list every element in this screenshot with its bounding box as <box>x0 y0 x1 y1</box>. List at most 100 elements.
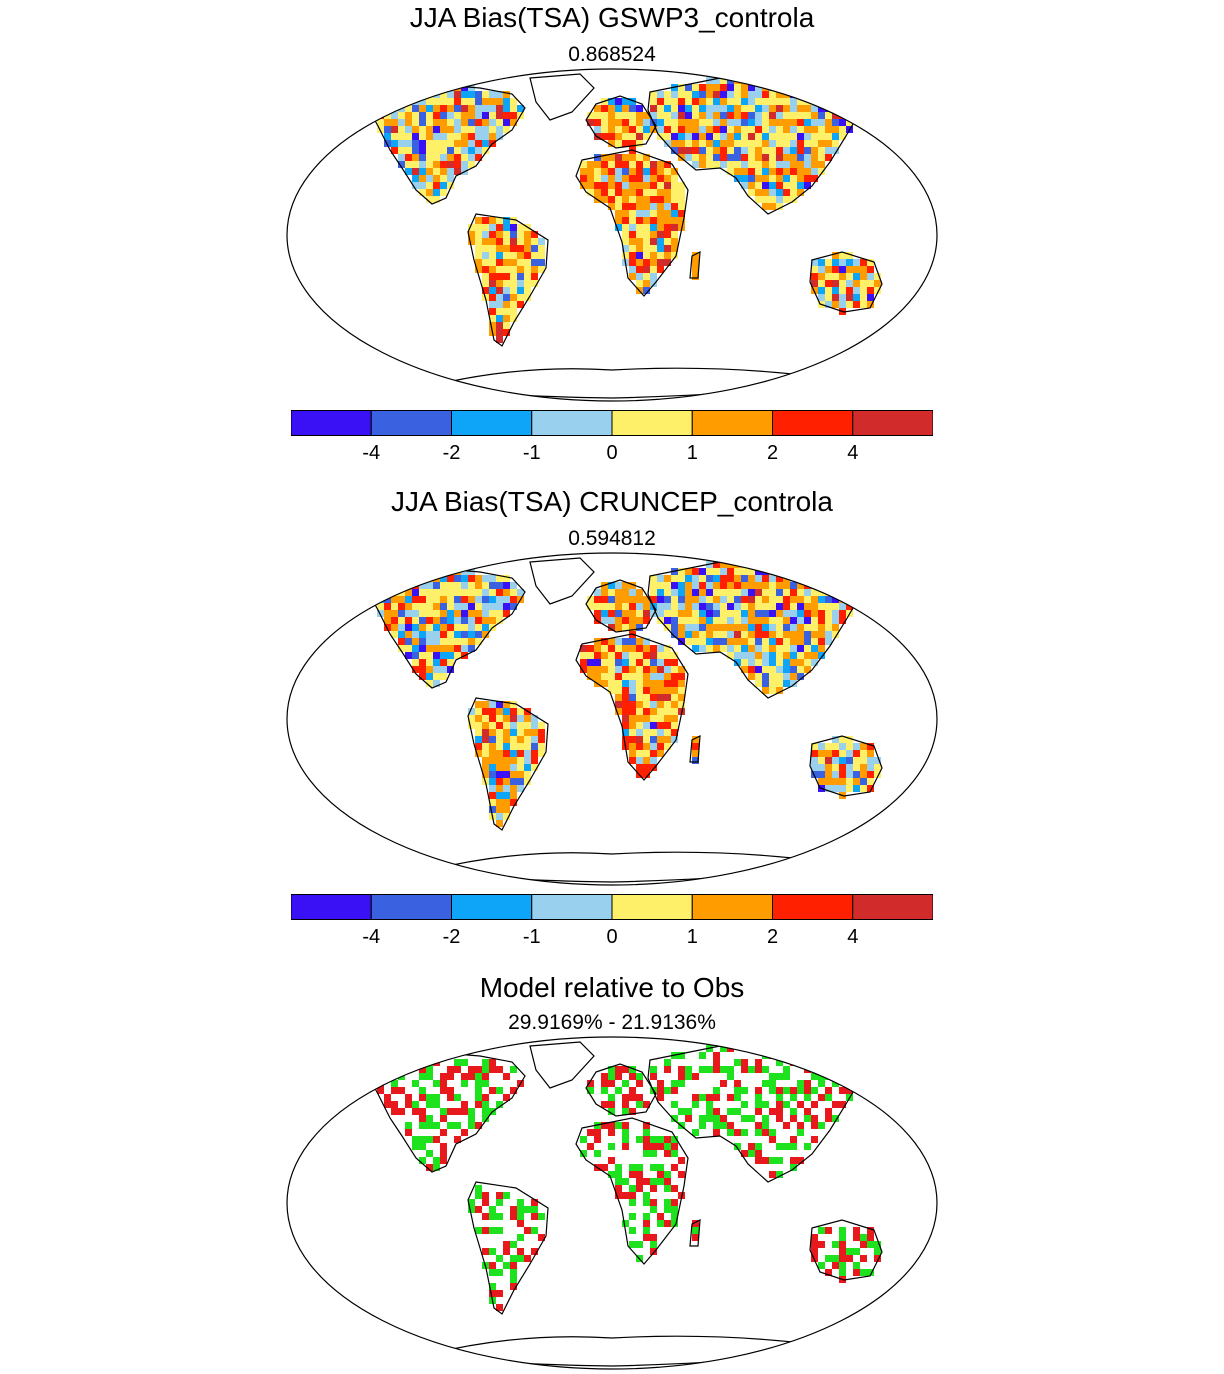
grid-cell <box>706 624 713 631</box>
grid-cell <box>664 652 671 659</box>
grid-cell <box>489 133 496 140</box>
grid-cell <box>419 175 426 182</box>
grid-cell <box>419 1108 426 1115</box>
grid-cell <box>447 575 454 582</box>
grid-cell <box>531 273 538 280</box>
grid-cell <box>636 589 643 596</box>
grid-cell <box>783 182 790 189</box>
grid-cell <box>461 98 468 105</box>
grid-cell <box>657 1136 664 1143</box>
grid-cell <box>664 238 671 245</box>
grid-cell <box>867 280 874 287</box>
grid-cell <box>440 1052 447 1059</box>
grid-cell <box>797 1129 804 1136</box>
grid-cell <box>636 666 643 673</box>
coastline-madagascar <box>689 734 701 763</box>
grid-cell <box>657 217 664 224</box>
grid-cell <box>412 631 419 638</box>
grid-cell <box>636 189 643 196</box>
grid-cell <box>867 287 874 294</box>
colorbar-box <box>772 894 854 920</box>
grid-cell <box>461 119 468 126</box>
grid-cell <box>832 1262 839 1269</box>
grid-cell <box>720 638 727 645</box>
grid-cell <box>832 589 839 596</box>
grid-cell <box>468 624 475 631</box>
grid-cell <box>615 224 622 231</box>
grid-cell <box>370 98 377 105</box>
grid-cell <box>755 1094 762 1101</box>
grid-cell <box>643 259 650 266</box>
grid-cell <box>832 778 839 785</box>
grid-cell <box>531 280 538 287</box>
grid-cell <box>692 1234 699 1241</box>
grid-cell <box>664 1206 671 1213</box>
grid-cell <box>622 203 629 210</box>
grid-cell <box>405 631 412 638</box>
grid-cell <box>426 582 433 589</box>
grid-cell <box>657 1164 664 1171</box>
grid-cell <box>839 1241 846 1248</box>
grid-cell <box>622 624 629 631</box>
grid-cell <box>629 701 636 708</box>
grid-cell <box>405 589 412 596</box>
grid-cell <box>762 617 769 624</box>
grid-cell <box>517 301 524 308</box>
grid-cell <box>496 575 503 582</box>
grid-cell <box>762 596 769 603</box>
grid-cell <box>664 575 671 582</box>
grid-cell <box>461 1080 468 1087</box>
grid-cell <box>419 1087 426 1094</box>
grid-cell <box>636 112 643 119</box>
grid-cell <box>538 1213 545 1220</box>
grid-cell <box>832 273 839 280</box>
grid-cell <box>405 147 412 154</box>
grid-cell <box>629 652 636 659</box>
grid-cell <box>776 1059 783 1066</box>
grid-cell <box>419 659 426 666</box>
grid-cell <box>692 112 699 119</box>
grid-cell <box>608 1073 615 1080</box>
grid-cell <box>482 1080 489 1087</box>
grid-cell <box>412 659 419 666</box>
grid-cell <box>643 680 650 687</box>
grid-cell <box>748 133 755 140</box>
grid-cell <box>426 84 433 91</box>
grid-cell <box>790 582 797 589</box>
grid-cell <box>601 596 608 603</box>
grid-cell <box>447 133 454 140</box>
grid-cell <box>426 161 433 168</box>
grid-cell <box>412 1108 419 1115</box>
grid-cell <box>657 224 664 231</box>
grid-cell <box>426 624 433 631</box>
grid-cell <box>629 259 636 266</box>
grid-cell <box>734 1087 741 1094</box>
grid-cell <box>818 126 825 133</box>
grid-cell <box>391 119 398 126</box>
grid-cell <box>699 119 706 126</box>
grid-cell <box>706 610 713 617</box>
grid-cell <box>671 147 678 154</box>
grid-cell <box>755 645 762 652</box>
grid-cell <box>769 596 776 603</box>
grid-cell <box>755 561 762 568</box>
grid-cell <box>713 133 720 140</box>
grid-cell <box>769 203 776 210</box>
grid-cell <box>650 701 657 708</box>
grid-cell <box>804 1087 811 1094</box>
grid-cell <box>510 722 517 729</box>
grid-cell <box>818 652 825 659</box>
grid-cell <box>489 91 496 98</box>
grid-cell <box>713 161 720 168</box>
grid-cell <box>412 119 419 126</box>
grid-cell <box>790 112 797 119</box>
colorbar-box <box>611 894 693 920</box>
grid-cell <box>692 98 699 105</box>
grid-cell <box>447 126 454 133</box>
grid-cell <box>825 575 832 582</box>
grid-cell <box>741 91 748 98</box>
grid-cell <box>874 757 881 764</box>
grid-cell <box>461 645 468 652</box>
grid-cell <box>489 701 496 708</box>
grid-cell <box>860 287 867 294</box>
